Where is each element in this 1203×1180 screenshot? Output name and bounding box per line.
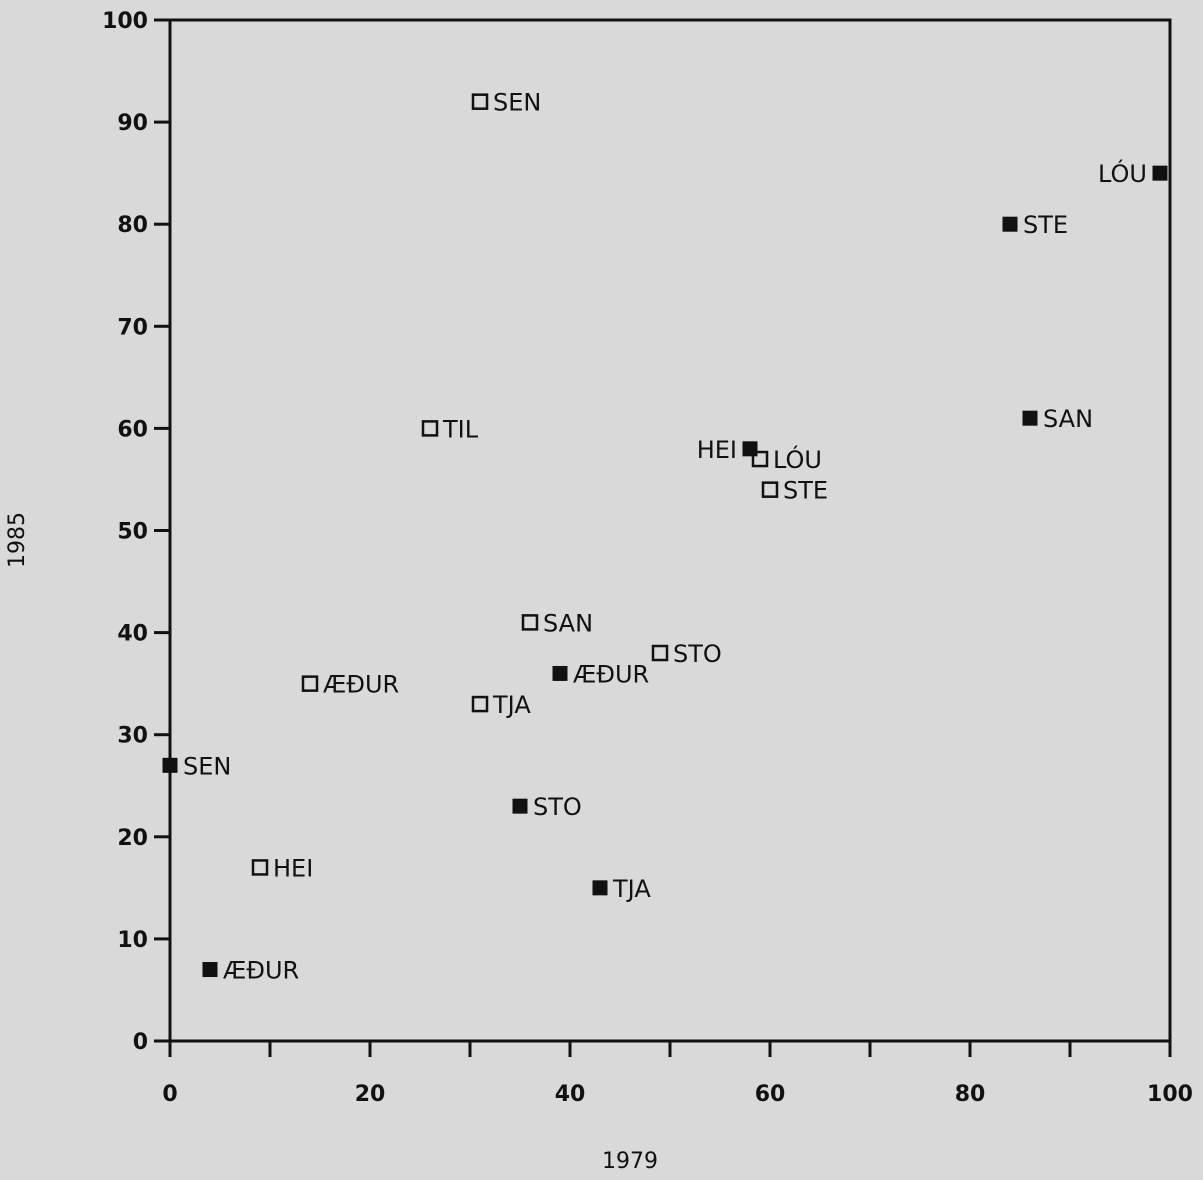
open-square-marker [751, 450, 769, 468]
point-label: SAN [1043, 405, 1093, 433]
data-point-filled: TJA [592, 875, 651, 903]
data-point-filled: LÓU [1098, 158, 1168, 188]
open-square-marker [301, 675, 319, 692]
y-axis-title: 1985 [5, 512, 30, 568]
open-square-marker [521, 614, 539, 631]
data-point-open: ÆÐUR [301, 671, 399, 699]
filled-square-marker [1022, 410, 1038, 426]
filled-square-marker [512, 798, 528, 814]
point-label: HEI [697, 436, 737, 464]
point-label: ÆÐUR [323, 671, 399, 699]
data-point-filled: SAN [1022, 405, 1093, 433]
data-point-filled: STO [512, 793, 582, 821]
x-tick-label: 40 [555, 1082, 586, 1107]
x-tick-label: 80 [955, 1082, 986, 1107]
y-tick-label: 0 [133, 1030, 148, 1055]
point-label: ÆÐUR [573, 660, 649, 688]
point-label: TJA [492, 691, 531, 719]
x-axis-title: 1979 [602, 1149, 658, 1174]
data-point-open: SEN [471, 89, 541, 117]
filled-square-marker [1002, 216, 1018, 232]
y-tick-label: 80 [117, 213, 148, 238]
y-tick-label: 20 [117, 826, 148, 851]
y-tick-label: 70 [117, 315, 148, 340]
open-square-marker [761, 481, 779, 498]
y-tick-label: 40 [117, 622, 148, 647]
y-tick-label: 50 [117, 520, 148, 545]
point-label: LÓU [773, 444, 822, 474]
data-point-open: STE [761, 477, 828, 505]
point-label: HEI [273, 854, 313, 882]
point-label: STE [783, 477, 828, 505]
open-square-marker [471, 695, 489, 713]
data-point-filled: ÆÐUR [552, 660, 649, 688]
x-tick-label: 100 [1147, 1082, 1193, 1107]
point-label: SAN [543, 609, 593, 637]
x-tick-label: 60 [755, 1082, 786, 1107]
y-tick-label: 90 [117, 111, 148, 136]
y-tick-label: 100 [102, 9, 148, 34]
point-label: SEN [183, 752, 231, 780]
filled-square-marker [592, 880, 608, 896]
filled-square-marker [202, 962, 218, 978]
open-square-marker [251, 859, 269, 876]
filled-square-marker [1152, 165, 1168, 181]
y-tick-label: 30 [117, 724, 148, 749]
data-point-open: LÓU [751, 444, 822, 474]
data-point-open: TIL [421, 415, 479, 443]
point-label: LÓU [1098, 158, 1147, 188]
x-tick-label: 0 [162, 1082, 177, 1107]
point-label: STE [1023, 211, 1068, 239]
data-point-open: TJA [471, 691, 531, 719]
point-label: SEN [493, 89, 541, 117]
x-tick-label: 20 [355, 1082, 386, 1107]
filled-square-marker [742, 441, 758, 457]
point-label: TIL [442, 415, 479, 443]
y-tick-label: 60 [117, 417, 148, 442]
open-square-marker [421, 420, 439, 437]
point-label: STO [533, 793, 582, 821]
data-point-filled: SEN [162, 752, 231, 780]
point-label: TJA [612, 875, 651, 903]
data-point-open: SAN [521, 609, 593, 637]
data-point-filled: ÆÐUR [202, 957, 299, 985]
filled-square-marker [162, 757, 178, 773]
filled-square-marker [552, 665, 568, 681]
plot-frame [168, 18, 1172, 1043]
point-label: ÆÐUR [223, 957, 299, 985]
data-point-filled: STE [1002, 211, 1068, 239]
data-point-open: HEI [251, 854, 313, 882]
y-tick-label: 10 [117, 928, 148, 953]
data-point-filled: HEI [697, 436, 758, 464]
data-point-open: STO [651, 640, 722, 668]
open-square-marker [471, 93, 489, 110]
open-square-marker [651, 644, 669, 662]
point-label: STO [673, 640, 722, 668]
